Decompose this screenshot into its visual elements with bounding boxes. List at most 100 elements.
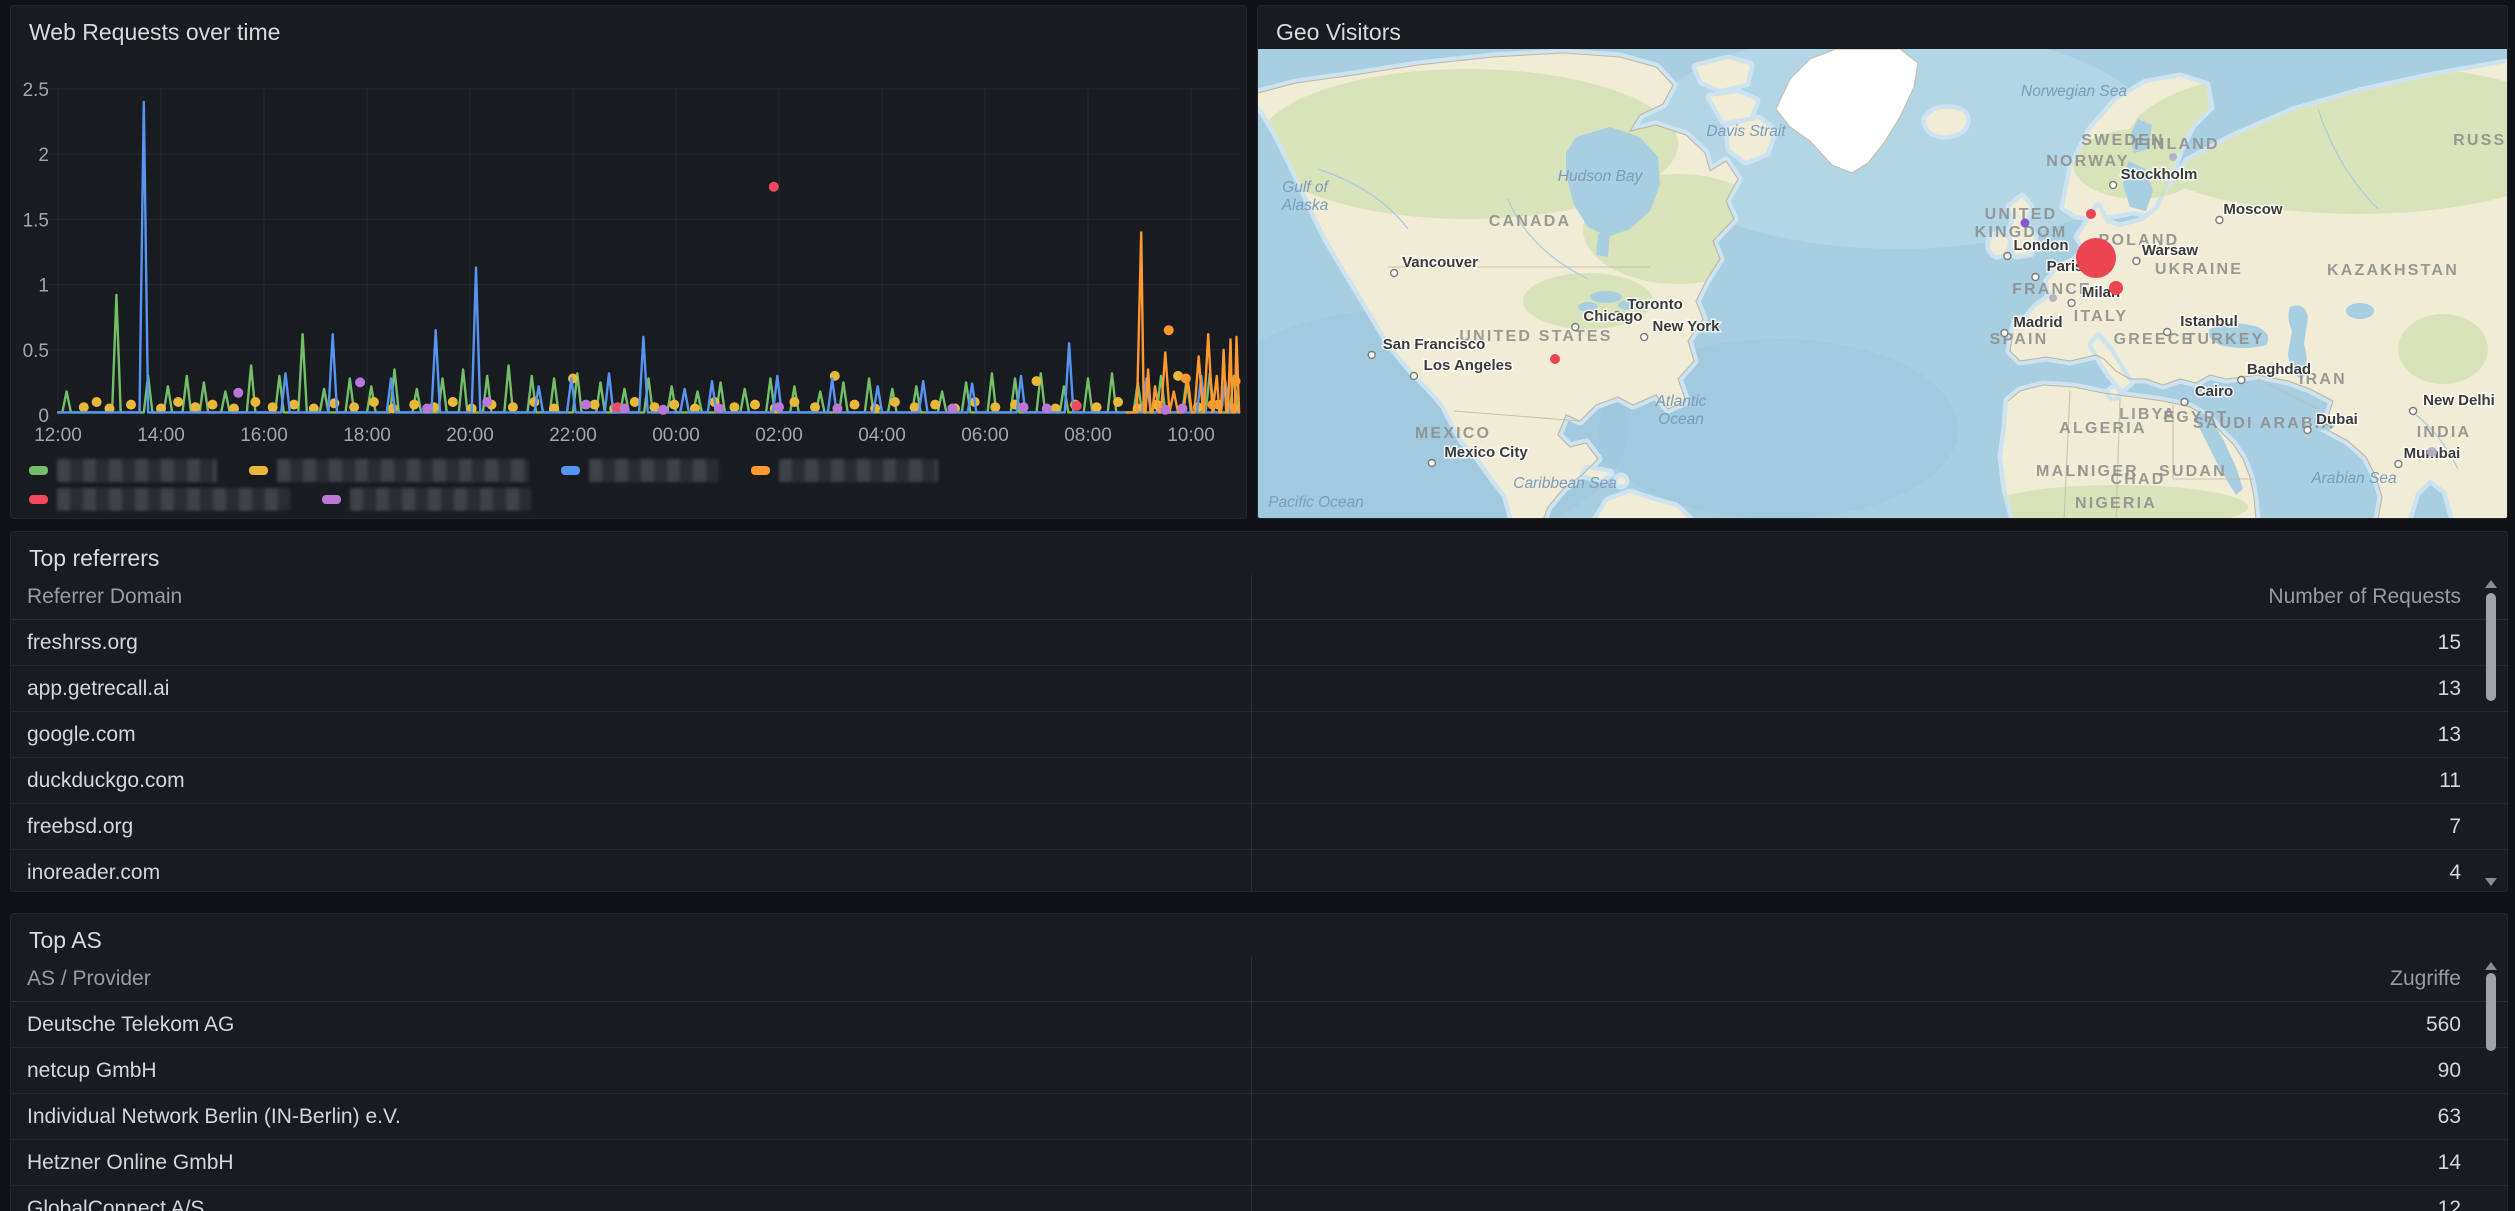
cell-zugriffe: 14 [2437, 1150, 2461, 1174]
table-body: Deutsche Telekom AG 560 netcup GmbH 90 Indiv… [11, 1002, 2507, 1211]
legend-item[interactable] [29, 459, 217, 482]
cell-as-provider: Individual Network Berlin (IN-Berlin) e.… [27, 1104, 401, 1128]
city-dot [1571, 322, 1580, 332]
legend-item[interactable] [322, 488, 531, 511]
visitor-markers [1550, 153, 2437, 457]
scrollbar-thumb[interactable] [2486, 973, 2496, 1051]
city-label: Baghdad [2247, 361, 2311, 378]
country-label: ITALY [2074, 308, 2129, 325]
column-header-as-provider[interactable]: AS / Provider [27, 967, 151, 990]
panel-top-referrers: Top referrers Referrer Domain Number of … [10, 531, 2508, 892]
legend-item[interactable] [29, 488, 290, 511]
cell-request-count: 13 [2437, 676, 2461, 700]
country-label: IRAN [2299, 371, 2347, 388]
city-dot [1389, 268, 1399, 278]
city-label: Madrid [2013, 314, 2062, 331]
country-label: NORWAY [2046, 153, 2129, 170]
city-label: New York [1653, 318, 1721, 335]
panel-title-top-referrers[interactable]: Top referrers [29, 545, 160, 571]
svg-text:06:00: 06:00 [961, 425, 1009, 446]
water-label: Atlantic [1655, 393, 1707, 410]
cell-as-provider: Hetzner Online GmbH [27, 1150, 234, 1174]
country-label: NIGER [2077, 463, 2139, 480]
city-dot [2215, 215, 2224, 225]
city-label: Cairo [2195, 383, 2233, 400]
svg-text:2.5: 2.5 [23, 80, 49, 101]
scroll-up-icon[interactable] [2485, 962, 2497, 970]
country-label: KINGDOM [1975, 224, 2068, 241]
legend-item[interactable] [249, 459, 529, 482]
cell-request-count: 13 [2437, 722, 2461, 746]
visitor-marker[interactable] [2076, 238, 2116, 278]
water-label: Ocean [1658, 411, 1704, 428]
table-header-row: Referrer Domain Number of Requests [11, 575, 2507, 620]
legend-label-redacted [779, 459, 938, 482]
table-row: inoreader.com 4 [11, 850, 2507, 891]
time-series-chart[interactable]: 0 0.5 1 1.5 2 2.5 12:00 14:00 16:00 18:00 20:00 22:… [11, 6, 1247, 452]
cell-referrer-domain: app.getrecall.ai [27, 676, 170, 700]
column-divider [1251, 575, 1252, 891]
svg-text:12:00: 12:00 [34, 425, 82, 446]
country-label: ALGERIA [2059, 420, 2146, 437]
scroll-up-icon[interactable] [2485, 580, 2497, 588]
table-row: Individual Network Berlin (IN-Berlin) e.… [11, 1094, 2507, 1140]
panel-title-geo-visitors[interactable]: Geo Visitors [1276, 19, 1401, 45]
svg-text:00:00: 00:00 [652, 425, 700, 446]
column-header-zugriffe[interactable]: Zugriffe [2390, 967, 2461, 990]
table-row: Deutsche Telekom AG 560 [11, 1002, 2507, 1048]
city-label: Vancouver [1402, 254, 1478, 271]
city-marker [2169, 153, 2177, 161]
water-label: Norwegian Sea [2021, 83, 2127, 100]
scrollbar-thumb[interactable] [2486, 593, 2496, 701]
cell-zugriffe: 12 [2437, 1196, 2461, 1211]
panel-web-requests: Web Requests over time 0 0.5 1 1.5 2 2.5 12:00… [10, 5, 1247, 519]
scrollbar[interactable] [2485, 580, 2497, 886]
cell-as-provider: Deutsche Telekom AG [27, 1012, 235, 1036]
city-label: Warsaw [2142, 242, 2198, 259]
city-dot [2108, 180, 2118, 190]
legend-label-redacted [350, 488, 531, 511]
column-divider [1251, 957, 1252, 1211]
scroll-down-icon[interactable] [2485, 878, 2497, 886]
legend-item[interactable] [561, 459, 719, 482]
visitor-marker[interactable] [1550, 354, 1560, 364]
panel-title-web-requests[interactable]: Web Requests over time [29, 19, 281, 45]
legend-swatch-icon [561, 466, 580, 475]
cell-referrer-domain: duckduckgo.com [27, 768, 185, 792]
inland-water [1566, 119, 2374, 495]
svg-text:1.5: 1.5 [23, 210, 49, 231]
cell-referrer-domain: freshrss.org [27, 630, 138, 654]
cell-request-count: 11 [2439, 768, 2461, 792]
svg-text:10:00: 10:00 [1167, 425, 1215, 446]
city-dot [2067, 298, 2076, 308]
column-header-referrer-domain[interactable]: Referrer Domain [27, 585, 183, 608]
country-label: UKRAINE [2155, 261, 2243, 278]
country-label: CANADA [1489, 213, 1572, 230]
cell-zugriffe: 90 [2437, 1058, 2461, 1082]
visitor-marker-purple[interactable] [2020, 218, 2030, 228]
city-dot [1409, 371, 1419, 381]
country-label: SWEDEN [2081, 132, 2164, 149]
column-header-number-of-requests[interactable]: Number of Requests [2268, 585, 2461, 608]
country-label: NIGERIA [2075, 495, 2157, 512]
svg-text:16:00: 16:00 [240, 425, 288, 446]
city-dot [2303, 425, 2312, 435]
city-label: Mexico City [1444, 444, 1528, 461]
panel-top-as: Top AS AS / Provider Zugriffe Deutsche T… [10, 913, 2508, 1211]
visitor-marker[interactable] [2109, 281, 2123, 295]
water-label: Alaska [1281, 197, 1329, 214]
greenland [1775, 49, 1919, 174]
city-label: London [2014, 237, 2069, 254]
city-label: Toronto [1627, 296, 1683, 313]
visitor-marker[interactable] [2086, 209, 2096, 219]
city-dot [1367, 350, 1376, 360]
panel-title-top-as[interactable]: Top AS [29, 927, 102, 953]
cell-referrer-domain: inoreader.com [27, 860, 161, 884]
legend-item[interactable] [751, 459, 938, 482]
scrollbar[interactable] [2485, 962, 2497, 1211]
legend-label-redacted [57, 459, 217, 482]
panel-geo-visitors: Geo Visitors [1257, 5, 2508, 519]
